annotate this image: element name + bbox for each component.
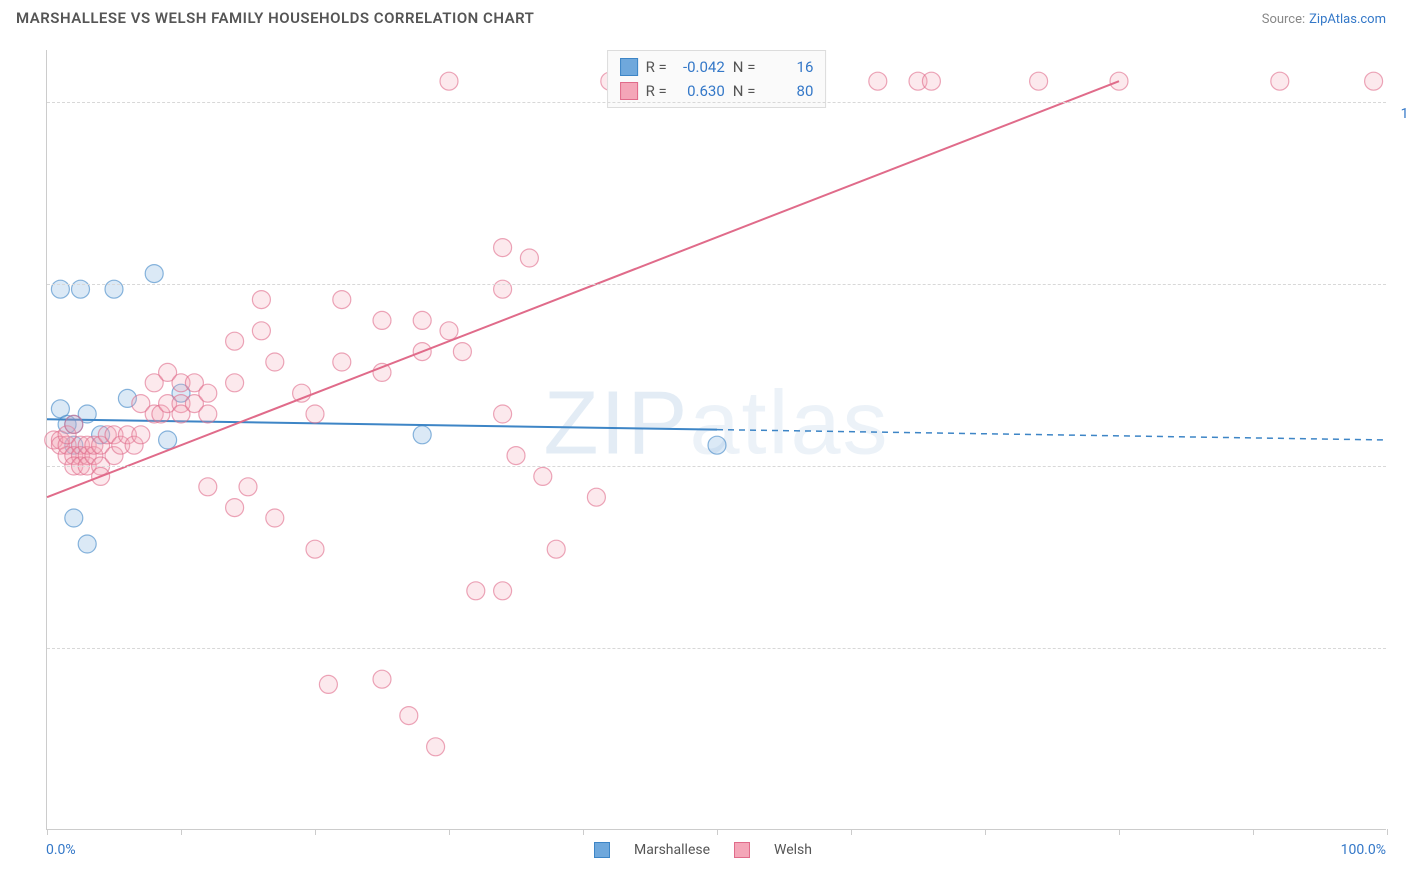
- data-point: [413, 311, 431, 329]
- source-attribution: Source: ZipAtlas.com: [1262, 8, 1386, 27]
- source-label: Source:: [1262, 12, 1305, 27]
- legend-swatch-welsh-bottom: [734, 842, 750, 858]
- data-point: [226, 332, 244, 350]
- data-point: [494, 280, 512, 298]
- data-point: [440, 322, 458, 340]
- data-point: [199, 405, 217, 423]
- gridline: [47, 284, 1386, 285]
- data-point: [467, 582, 485, 600]
- data-point: [132, 426, 150, 444]
- r-label: R =: [646, 79, 667, 103]
- data-point: [1110, 72, 1128, 90]
- data-point: [373, 311, 391, 329]
- legend-swatch-marshallese-bottom: [594, 842, 610, 858]
- data-point: [494, 405, 512, 423]
- gridline: [47, 466, 1386, 467]
- data-point: [199, 478, 217, 496]
- data-point: [252, 322, 270, 340]
- data-point: [1271, 72, 1289, 90]
- data-point: [373, 363, 391, 381]
- data-point: [547, 540, 565, 558]
- source-link[interactable]: ZipAtlas.com: [1309, 12, 1386, 27]
- gridline: [47, 648, 1386, 649]
- plot-area: ZIPatlas R = -0.042 N = 16 R = 0.630 N =…: [46, 50, 1386, 830]
- chart-container: Family Households ZIPatlas R = -0.042 N …: [46, 50, 1386, 830]
- data-point: [51, 280, 69, 298]
- data-point: [252, 291, 270, 309]
- data-point: [333, 291, 351, 309]
- y-tick-label: 100.0%: [1401, 106, 1406, 122]
- n-value-welsh: 80: [763, 79, 813, 103]
- data-point: [922, 72, 940, 90]
- data-point: [72, 280, 90, 298]
- gridline: [47, 102, 1386, 103]
- x-tick: [1119, 829, 1120, 835]
- data-point: [453, 343, 471, 361]
- data-point: [266, 353, 284, 371]
- legend-swatch-marshallese: [620, 58, 638, 76]
- data-point: [65, 415, 83, 433]
- scatter-plot-svg: [47, 50, 1387, 830]
- data-point: [587, 488, 605, 506]
- x-tick: [717, 829, 718, 835]
- data-point: [78, 535, 96, 553]
- series-legend: Marshallese Welsh: [594, 842, 812, 858]
- x-tick: [181, 829, 182, 835]
- data-point: [65, 509, 83, 527]
- x-tick: [583, 829, 584, 835]
- legend-row-welsh: R = 0.630 N = 80: [620, 79, 814, 103]
- x-tick: [985, 829, 986, 835]
- data-point: [159, 431, 177, 449]
- data-point: [306, 540, 324, 558]
- x-tick: [449, 829, 450, 835]
- x-tick: [1253, 829, 1254, 835]
- data-point: [1030, 72, 1048, 90]
- data-point: [520, 249, 538, 267]
- legend-label-marshallese: Marshallese: [634, 842, 710, 858]
- x-tick: [47, 829, 48, 835]
- data-point: [494, 239, 512, 257]
- n-label: N =: [733, 79, 756, 103]
- r-label: R =: [646, 55, 667, 79]
- data-point: [494, 582, 512, 600]
- data-point: [333, 353, 351, 371]
- x-tick: [851, 829, 852, 835]
- trend-line-extrapolated: [717, 430, 1387, 440]
- data-point: [869, 72, 887, 90]
- correlation-legend: R = -0.042 N = 16 R = 0.630 N = 80: [607, 50, 827, 108]
- data-point: [413, 426, 431, 444]
- x-tick: [1387, 829, 1388, 835]
- data-point: [266, 509, 284, 527]
- x-tick: [315, 829, 316, 835]
- chart-header: MARSHALLESE VS WELSH FAMILY HOUSEHOLDS C…: [0, 0, 1406, 31]
- data-point: [319, 675, 337, 693]
- n-value-marshallese: 16: [763, 55, 813, 79]
- x-axis-max: 100.0%: [1341, 842, 1386, 858]
- x-axis-min: 0.0%: [46, 842, 76, 858]
- data-point: [199, 384, 217, 402]
- data-point: [145, 265, 163, 283]
- legend-label-welsh: Welsh: [774, 842, 812, 858]
- data-point: [239, 478, 257, 496]
- data-point: [226, 499, 244, 517]
- data-point: [226, 374, 244, 392]
- trend-line: [47, 81, 1119, 497]
- n-label: N =: [733, 55, 756, 79]
- r-value-welsh: 0.630: [675, 79, 725, 103]
- data-point: [306, 405, 324, 423]
- data-point: [1365, 72, 1383, 90]
- data-point: [534, 467, 552, 485]
- legend-row-marshallese: R = -0.042 N = 16: [620, 55, 814, 79]
- data-point: [708, 436, 726, 454]
- data-point: [293, 384, 311, 402]
- data-point: [105, 280, 123, 298]
- chart-title: MARSHALLESE VS WELSH FAMILY HOUSEHOLDS C…: [16, 9, 534, 27]
- data-point: [400, 707, 418, 725]
- legend-swatch-welsh: [620, 82, 638, 100]
- data-point: [373, 670, 391, 688]
- data-point: [507, 447, 525, 465]
- data-point: [427, 738, 445, 756]
- data-point: [440, 72, 458, 90]
- r-value-marshallese: -0.042: [675, 55, 725, 79]
